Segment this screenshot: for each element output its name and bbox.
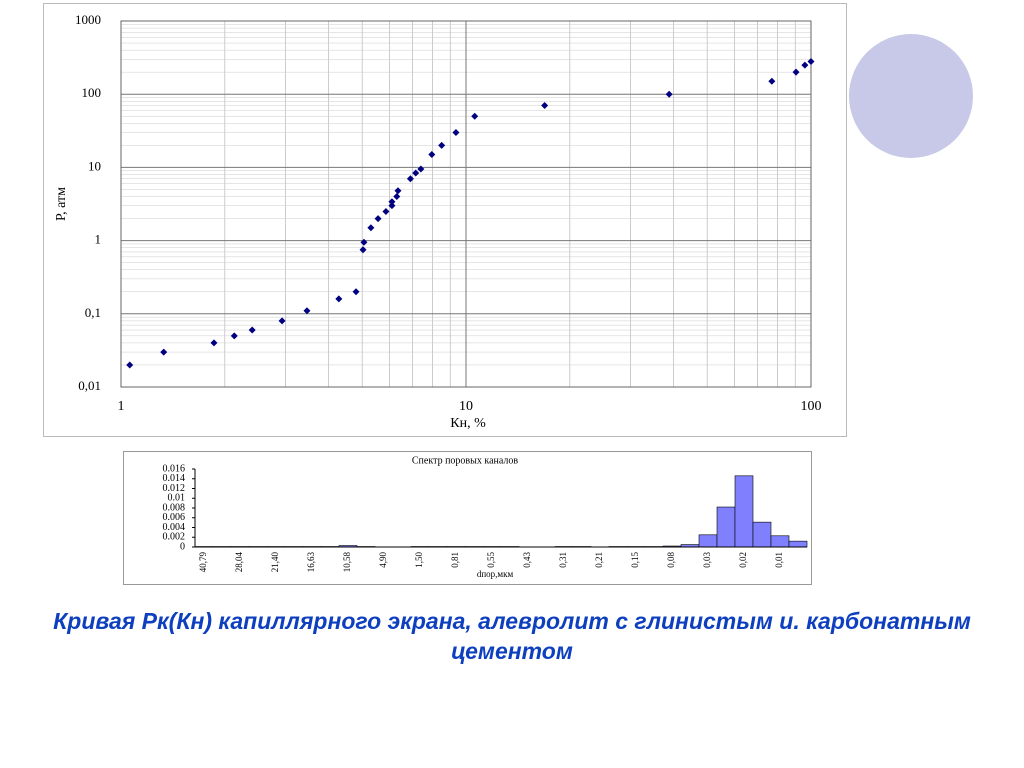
point (303, 307, 311, 315)
x-axis-label: dпор,мкм (477, 569, 514, 579)
x-tick-label: 0,81 (450, 552, 460, 568)
x-tick-label: 0,02 (738, 552, 748, 568)
y-tick-label: 0.006 (163, 512, 186, 523)
x-tick-label: 1 (118, 399, 125, 414)
point (768, 77, 776, 85)
point (382, 207, 390, 215)
x-tick-label: 21,40 (270, 552, 280, 573)
point (417, 165, 425, 173)
x-tick-label: 0,43 (522, 552, 532, 568)
y-tick-label: 0.004 (163, 522, 186, 533)
point (394, 187, 402, 195)
point (278, 317, 286, 325)
y-tick-label: 1000 (75, 12, 101, 27)
x-tick-label: 0,01 (774, 552, 784, 568)
point (360, 238, 368, 246)
point (807, 57, 815, 65)
x-tick-label: 16,63 (306, 552, 316, 573)
point (248, 326, 256, 334)
x-tick-label: 1,50 (414, 552, 424, 568)
chart-frame (123, 451, 812, 585)
x-tick-label: 10 (459, 399, 473, 414)
bar (716, 506, 736, 548)
point (406, 175, 414, 183)
y-axis-label: P, атм (54, 187, 69, 221)
y-tick-label: 0.014 (163, 473, 186, 484)
point (126, 361, 134, 369)
point (665, 90, 673, 98)
point (230, 332, 238, 340)
y-tick-label: 10 (88, 158, 101, 173)
point (352, 288, 360, 296)
plot-border (120, 20, 812, 388)
y-tick-label: 0.012 (163, 483, 186, 494)
y-tick-label: 0.016 (163, 463, 186, 474)
point (412, 169, 420, 177)
point (471, 112, 479, 120)
point (452, 128, 460, 136)
bar (788, 540, 808, 548)
x-tick-label: 100 (801, 399, 822, 414)
x-tick-label: 40,79 (198, 552, 208, 573)
y-tick-label: 0.002 (163, 532, 186, 543)
x-tick-label: 0,08 (666, 552, 676, 568)
point (801, 61, 809, 69)
bar (698, 534, 718, 548)
x-tick-label: 0,03 (702, 552, 712, 568)
decor-circle (849, 34, 973, 158)
point (438, 141, 446, 149)
point (428, 151, 436, 159)
point (388, 198, 396, 206)
x-tick-label: 0,55 (486, 552, 496, 568)
bar (752, 521, 772, 548)
point (367, 224, 375, 232)
x-tick-label: 10,58 (342, 552, 352, 573)
y-tick-label: 0.008 (163, 502, 186, 513)
point (335, 295, 343, 303)
point (792, 68, 800, 76)
y-tick-label: 1 (95, 232, 102, 247)
x-tick-label: 0,31 (558, 552, 568, 568)
chart-frame (43, 3, 847, 437)
x-tick-label: 28,04 (234, 552, 244, 573)
caption: Кривая Рк(Кн) капиллярного экрана, алевр… (53, 608, 971, 664)
point (210, 339, 218, 347)
point (374, 215, 382, 223)
y-tick-label: 100 (82, 85, 102, 100)
bar (734, 475, 754, 548)
y-tick-label: 0.01 (168, 493, 186, 504)
y-tick-label: 0,01 (78, 378, 101, 393)
x-tick-label: 0,21 (594, 552, 604, 568)
slide: Кн, % P, атм Спектр поровых каналов dпор… (43, 3, 973, 585)
x-tick-label: 0,15 (630, 552, 640, 568)
y-tick-label: 0 (180, 541, 185, 552)
chart-title: Спектр поровых каналов (412, 455, 518, 466)
point (388, 202, 396, 210)
x-tick-label: 4,90 (378, 552, 388, 568)
y-tick-label: 0,1 (85, 305, 101, 320)
point (359, 246, 367, 254)
point (160, 348, 168, 356)
x-axis-label: Кн, % (450, 416, 486, 431)
point (393, 193, 401, 201)
point (541, 102, 549, 110)
bar (770, 535, 790, 548)
